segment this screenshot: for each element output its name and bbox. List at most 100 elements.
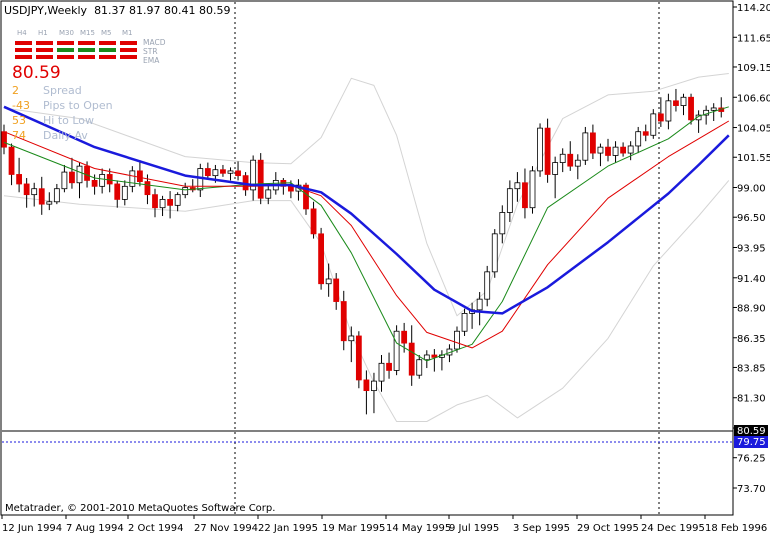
y-tick-label: 101.55 [737, 153, 770, 164]
candle [529, 166, 536, 214]
info-label: Spread [43, 84, 82, 97]
ema-green-line [3, 106, 729, 362]
candle-body [695, 114, 702, 121]
trend-grid [15, 41, 137, 59]
candle [408, 325, 415, 386]
candle [559, 148, 566, 173]
band-lower-line [3, 180, 730, 422]
candle-body [159, 198, 166, 209]
indicator-label: STR [143, 47, 158, 56]
candle-body [673, 100, 679, 106]
trend-cell [57, 41, 74, 45]
candle [235, 161, 241, 181]
trend-cell [36, 41, 53, 45]
candle-body [597, 146, 604, 154]
trend-cell [120, 55, 137, 59]
candle-body [61, 171, 68, 190]
candle [537, 123, 543, 177]
envelope-bands [3, 73, 730, 422]
x-tick-label: 9 Jul 1995 [449, 523, 499, 534]
y-tick-label: 106.60 [737, 93, 770, 104]
candle-body [680, 96, 687, 106]
y-tick-label: 93.95 [737, 244, 766, 255]
candle-body [491, 233, 498, 273]
trend-cell [15, 41, 32, 45]
x-tick-label: 14 May 1995 [386, 523, 451, 534]
symbol-timeframe: USDJPY,Weekly [4, 4, 88, 17]
candle [574, 154, 581, 180]
current-price-tag [734, 425, 768, 437]
candle [567, 141, 574, 171]
trend-cell [15, 55, 32, 59]
candle-body [590, 132, 596, 154]
candle [333, 273, 340, 310]
candle [159, 195, 166, 217]
candle-body [506, 188, 513, 213]
x-tick-label: 18 Feb 1996 [705, 523, 767, 534]
candle-body [635, 131, 642, 147]
candle [182, 182, 189, 199]
candle [318, 227, 325, 290]
candle-body [53, 188, 60, 203]
candle-body [136, 170, 143, 182]
ema-blue-line [3, 105, 730, 315]
candle [665, 93, 672, 130]
candle-body [204, 168, 211, 177]
trend-cell [99, 41, 116, 45]
candle [136, 160, 143, 187]
candle-body [537, 127, 543, 172]
x-tick-label: 19 Mar 1995 [322, 523, 385, 534]
candle [590, 124, 596, 160]
x-tick-label: 7 Aug 1994 [66, 523, 124, 534]
candle-body [476, 298, 483, 311]
candle [627, 141, 634, 161]
candle-body [582, 132, 589, 161]
candle-body [355, 335, 362, 381]
candle [355, 331, 362, 389]
candle-body [620, 146, 626, 154]
candle [167, 191, 174, 219]
candle-body [303, 184, 309, 210]
candle [174, 192, 181, 212]
candle [144, 174, 151, 205]
candles [1, 88, 725, 415]
candle-body [612, 146, 619, 156]
candle-body [416, 359, 423, 376]
x-tick-label: 29 Oct 1995 [577, 523, 639, 534]
candle [416, 354, 423, 379]
candle [454, 326, 460, 353]
candle [620, 142, 626, 157]
info-value: 2 [12, 84, 19, 97]
candle [484, 265, 491, 307]
candle [152, 188, 158, 218]
candle-body [454, 330, 460, 350]
candle [265, 185, 272, 205]
candle-body [31, 188, 38, 196]
candle-body [665, 100, 672, 122]
candle [69, 157, 75, 189]
current-price-tag-label: 80.59 [737, 426, 766, 437]
candle [642, 124, 649, 142]
timeframe-label: M30 [59, 29, 74, 37]
candle [16, 157, 23, 193]
candle-body [333, 278, 340, 302]
trend-cell [78, 48, 95, 52]
candle [695, 110, 702, 133]
timeframe-label: M15 [80, 29, 95, 37]
candle-body [114, 183, 121, 200]
candle [99, 168, 106, 194]
candle-body [220, 169, 226, 174]
timeframe-label: M1 [122, 29, 133, 37]
candle-body [99, 174, 106, 187]
trend-cell [15, 48, 32, 52]
candle-body [363, 379, 370, 392]
candle [378, 354, 385, 392]
indicator-label: EMA [143, 56, 160, 65]
candle-body [152, 194, 158, 209]
candle [476, 292, 483, 326]
candle-body [559, 153, 566, 163]
candle-body [605, 146, 611, 156]
candle-body [574, 159, 581, 167]
